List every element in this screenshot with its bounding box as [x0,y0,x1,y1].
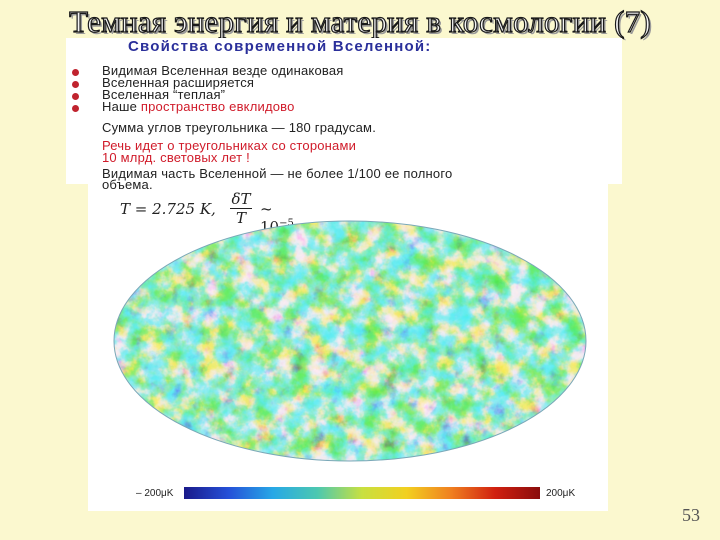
temperature-formula: T = 2.725 K, δT T ~ 10−5 [120,190,294,236]
exponent: −5 [279,218,294,229]
properties-heading: Свойства современной Вселенной: [128,38,432,55]
property-line: Речь идет о треугольниках со сторонами [102,138,357,153]
colorbar-min-label: – 200μK [136,488,174,499]
bullet-icon [72,93,79,100]
page-number: 53 [682,505,700,525]
map-outline [113,220,587,462]
property-line: Наше пространство евклидово [102,99,295,114]
fraction-denominator: T [235,209,246,227]
property-prefix: Наше [102,99,141,114]
cmb-fluctuations [114,221,586,461]
property-line: Вселенная “теплая” [102,87,226,102]
properties-panel [66,38,622,184]
property-line: Видимая Вселенная везде одинаковая [102,63,344,78]
fraction-bar [230,208,252,209]
colorbar-max-label: 200μK [546,488,576,499]
property-line: Вселенная расширяется [102,75,255,90]
temperature-value: T = 2.725 K, [120,200,216,218]
cmb-sky-map [113,220,587,462]
property-line: Сумма углов треугольника — 180 градусам. [102,120,377,135]
property-accent: пространство евклидово [140,99,295,114]
bullet-icon [72,105,79,112]
bullet-icon [72,69,79,76]
slide-title: Темная энергия и материя в космологии (7… [69,3,652,39]
fluctuation-fraction: δT T [230,190,252,227]
temperature-colorbar [184,487,540,499]
fraction-numerator: δT [231,190,251,208]
property-line: объема. [102,177,153,192]
bullet-icon [72,81,79,88]
property-line: 10 млрд. световых лет ! [102,150,250,165]
property-line: Видимая часть Вселенной — не более 1/100… [102,166,453,181]
